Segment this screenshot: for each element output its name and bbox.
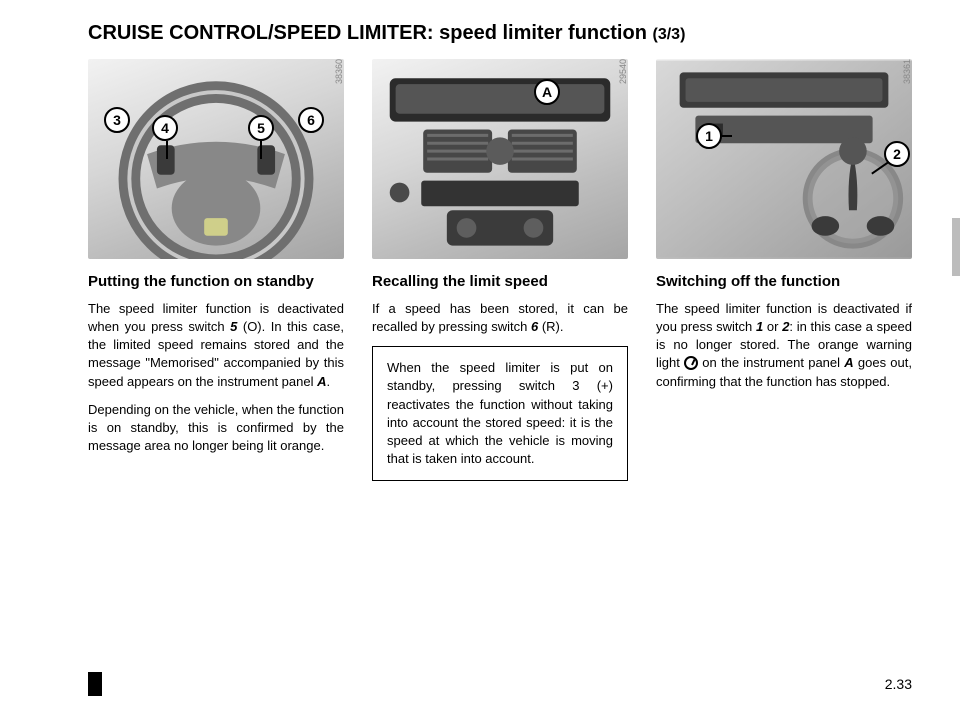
- ref-A: A: [844, 355, 853, 370]
- txt: or: [763, 319, 782, 334]
- page-title: CRUISE CONTROL/SPEED LIMITER: speed limi…: [88, 22, 912, 45]
- photo-gearshift: 38361: [656, 59, 912, 259]
- col2-p1: If a speed has been stored, it can be re…: [372, 300, 628, 336]
- photo-dashboard: 29540: [372, 59, 628, 259]
- callout-line-4: [166, 141, 168, 159]
- callout-5: 5: [248, 115, 274, 141]
- col1-p2: Depending on the vehicle, when the funct…: [88, 401, 344, 456]
- col1-p1: The speed limiter function is deactivate…: [88, 300, 344, 391]
- dashboard-graphic: [372, 59, 628, 259]
- steering-wheel-graphic: [88, 59, 344, 259]
- column-2: 29540: [372, 59, 628, 491]
- column-1: 38360 3 4 5 6 Putting the function on st…: [88, 59, 344, 491]
- note-box: When the speed limiter is put on standby…: [372, 346, 628, 481]
- manual-page: CRUISE CONTROL/SPEED LIMITER: speed limi…: [0, 0, 960, 710]
- page-number: 2.33: [885, 676, 912, 692]
- col3-p1: The speed limiter function is deactivate…: [656, 300, 912, 391]
- watermark: carmanualsonline.info: [626, 673, 912, 704]
- column-3: 38361: [656, 59, 912, 491]
- footer-mark: [88, 672, 102, 696]
- txt: on the instrument panel: [698, 355, 844, 370]
- callout-A: A: [534, 79, 560, 105]
- txt: .: [327, 374, 331, 389]
- speed-limiter-icon: [684, 356, 698, 370]
- txt: (R).: [538, 319, 563, 334]
- columns: 38360 3 4 5 6 Putting the function on st…: [88, 59, 912, 491]
- callout-6: 6: [298, 107, 324, 133]
- title-part: (3/3): [653, 26, 686, 43]
- ref-A: A: [317, 374, 326, 389]
- callout-line-1: [722, 135, 732, 137]
- callout-3: 3: [104, 107, 130, 133]
- photo-id: 38360: [334, 59, 344, 84]
- chapter-tab: [952, 218, 960, 276]
- photo-steering-wheel: 38360 3 4 5 6: [88, 59, 344, 259]
- txt: If a speed has been stored, it can be re…: [372, 301, 628, 334]
- callout-2: 2: [884, 141, 910, 167]
- photo-id: 29540: [618, 59, 628, 84]
- col1-heading: Putting the function on standby: [88, 273, 344, 292]
- callout-line-5: [260, 141, 262, 159]
- col3-heading: Switching off the function: [656, 273, 912, 292]
- photo-id: 38361: [902, 59, 912, 84]
- title-main: CRUISE CONTROL/SPEED LIMITER: speed limi…: [88, 22, 647, 44]
- callout-1: 1: [696, 123, 722, 149]
- gearshift-graphic: [656, 59, 912, 259]
- col2-heading: Recalling the limit speed: [372, 273, 628, 292]
- callout-4: 4: [152, 115, 178, 141]
